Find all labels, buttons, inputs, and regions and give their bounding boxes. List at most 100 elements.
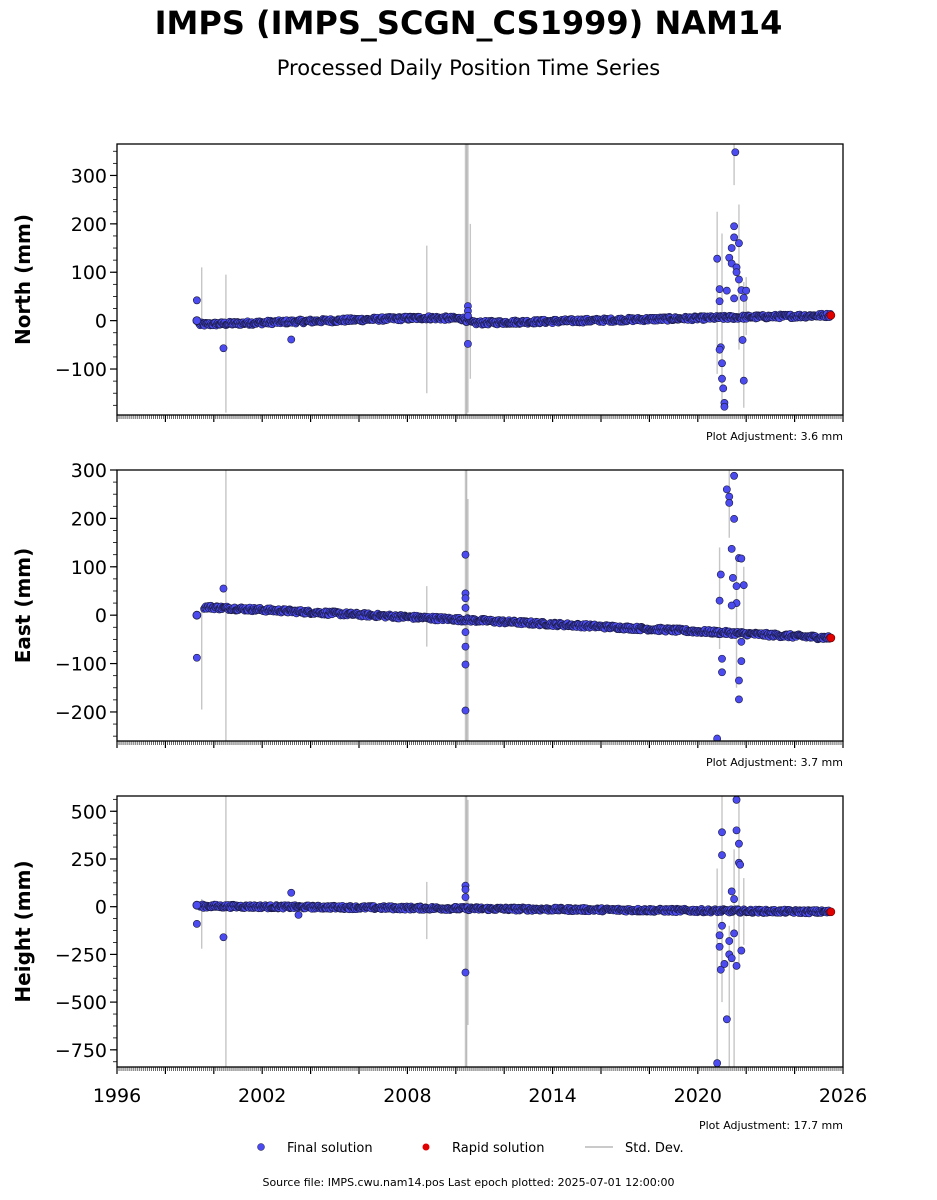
legend-label-rapid: Rapid solution [452, 1141, 544, 1156]
final-solution-point [735, 275, 743, 284]
final-solution-point [461, 594, 470, 603]
final-solution-point [732, 582, 741, 591]
final-solution-point [715, 345, 724, 354]
final-solution-point [716, 570, 725, 579]
final-solution-point [713, 254, 722, 263]
height-plot-area [192, 796, 836, 1067]
final-solution-point [713, 1059, 722, 1067]
y-tick-label: 100 [71, 262, 107, 284]
x-tick-label: 2002 [238, 1085, 286, 1107]
final-solution-point [742, 286, 751, 295]
final-solution-point [192, 900, 202, 910]
final-solution-point [725, 499, 734, 507]
final-solution-point [732, 268, 741, 277]
final-solution-point [287, 335, 296, 344]
final-solution-point [727, 244, 736, 252]
final-solution-point [461, 706, 470, 715]
final-solution-point [730, 471, 738, 480]
y-tick-label: 200 [71, 508, 107, 530]
north-plot-area [192, 144, 836, 415]
y-tick-label: 0 [95, 897, 107, 919]
y-tick-label: −100 [55, 654, 107, 676]
north-panel: 300 200 100 0 −100 North (mm) Plot Adjustment:… [11, 143, 844, 443]
final-solution-point [718, 374, 726, 383]
east-panel: 300 200 100 0 −100 −200 East (mm) Plot Adjustme… [11, 460, 844, 769]
x-tick-label: 2008 [383, 1085, 431, 1107]
legend-label-final: Final solution [287, 1141, 373, 1156]
final-solution-point [192, 316, 202, 326]
final-solution-point [287, 888, 296, 897]
y-tick-label: 300 [71, 165, 107, 187]
final-solution-point [739, 581, 748, 590]
final-solution-point [719, 384, 728, 393]
final-solution-point [461, 885, 470, 894]
final-solution-point [461, 660, 470, 669]
final-solution-point [294, 910, 303, 919]
final-solution-point [461, 628, 470, 637]
y-tick-label: 0 [95, 605, 107, 627]
y-tick-label: 200 [71, 214, 107, 236]
source-footer: Source file: IMPS.cwu.nam14.pos Last epo… [262, 1176, 675, 1189]
final-solution-point [718, 654, 726, 663]
final-solution-point [732, 796, 741, 804]
y-tick-label: −200 [55, 702, 107, 724]
final-solution-point [739, 376, 748, 385]
final-solution-point [718, 851, 726, 860]
chart-title: IMPS (IMPS_SCGN_CS1999) NAM14 [154, 4, 783, 42]
final-solution-point [730, 233, 738, 242]
final-solution-point [735, 839, 743, 848]
final-solution-point [718, 359, 726, 368]
final-solution-point [727, 887, 736, 896]
legend-label-std: Std. Dev. [625, 1141, 684, 1156]
final-solution-point [715, 285, 724, 294]
final-solution-point [737, 657, 746, 666]
final-solution-point [718, 921, 726, 930]
final-solution-point [727, 601, 736, 610]
final-solution-point [192, 919, 201, 928]
final-solution-point [720, 402, 729, 411]
final-solution-point [739, 293, 748, 302]
final-solution-point [219, 933, 228, 942]
y-tick-label: −500 [55, 992, 107, 1014]
legend: Final solution Rapid solution Std. Dev. [257, 1141, 684, 1156]
final-solution-point [461, 550, 470, 559]
x-tick-label: 2026 [819, 1085, 867, 1107]
final-solution-point [731, 148, 740, 157]
final-solution-point [730, 929, 738, 938]
rapid-solution-point [826, 311, 836, 320]
x-tick-label: 2014 [528, 1085, 576, 1107]
final-solution-point [463, 311, 472, 320]
final-solution-point [725, 937, 734, 945]
chart-subtitle: Processed Daily Position Time Series [276, 56, 661, 80]
final-solution-point [713, 734, 722, 741]
final-solution-point [730, 294, 738, 303]
plot-adjustment-label: Plot Adjustment: 17.7 mm [699, 1119, 843, 1132]
final-solution-point [461, 642, 470, 651]
final-solution-point [737, 637, 746, 646]
y-axis-label: East (mm) [11, 548, 35, 664]
y-axis-label: North (mm) [11, 214, 35, 345]
y-tick-label: −750 [55, 1040, 107, 1062]
plot-adjustment-label: Plot Adjustment: 3.6 mm [706, 430, 843, 443]
y-tick-label: 0 [95, 311, 107, 333]
final-solution-point [736, 860, 745, 869]
final-solution-point [715, 596, 724, 605]
final-solution-point [722, 1015, 731, 1024]
final-solution-point [732, 826, 741, 835]
final-solution-point [718, 828, 726, 837]
final-solution-point [728, 574, 737, 582]
final-solution-point [730, 895, 738, 903]
rapid-solution-point [826, 907, 836, 917]
legend-marker-rapid [422, 1143, 430, 1151]
final-solution-point [463, 339, 472, 348]
plot-adjustment-label: Plot Adjustment: 3.7 mm [706, 756, 843, 769]
final-solution-point [738, 336, 747, 344]
final-solution-point [722, 485, 731, 494]
final-solution-point [219, 344, 228, 353]
y-tick-label: 300 [71, 460, 107, 482]
east-plot-area [192, 470, 836, 741]
final-solution-point [716, 965, 725, 974]
final-solution-point [192, 610, 202, 620]
final-solution-point [727, 544, 736, 553]
